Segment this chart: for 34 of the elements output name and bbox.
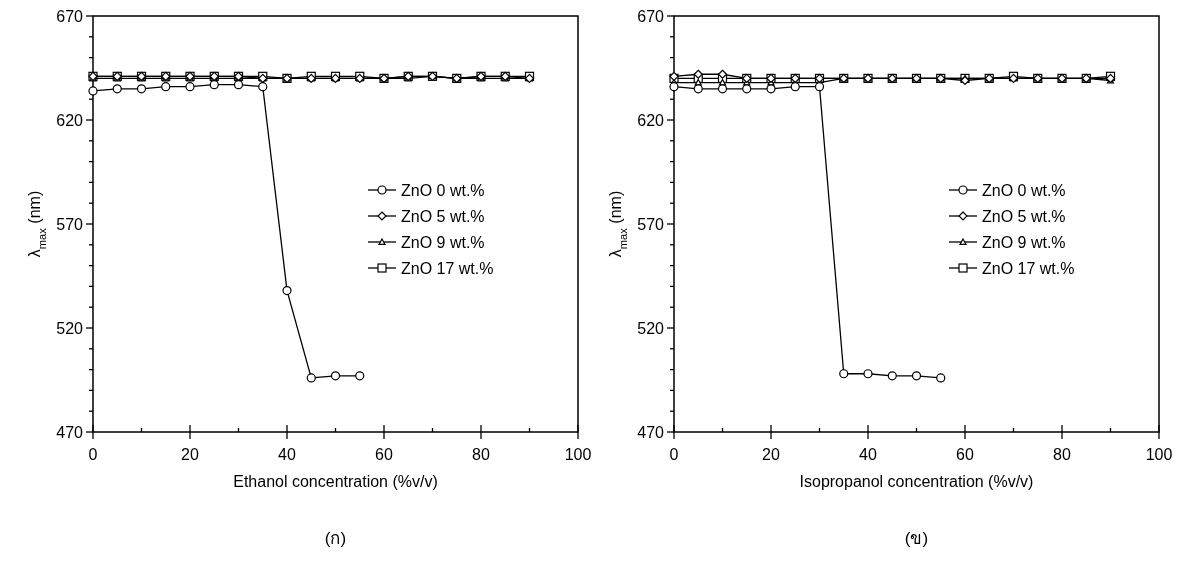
legend-label: ZnO 5 wt.% — [982, 207, 1066, 225]
x-tick-label: 20 — [762, 446, 780, 463]
x-tick-label: 40 — [278, 446, 296, 463]
x-tick-label: 0 — [669, 446, 679, 463]
legend-label: ZnO 5 wt.% — [401, 207, 485, 225]
legend-label: ZnO 17 wt.% — [982, 259, 1075, 277]
y-tick-label: 570 — [637, 215, 665, 233]
y-tick-label: 620 — [56, 111, 84, 129]
y-tick-label: 670 — [637, 7, 665, 25]
x-tick-label: 60 — [956, 446, 974, 463]
x-tick-label: 100 — [1145, 446, 1173, 463]
legend-label: ZnO 0 wt.% — [401, 181, 485, 199]
y-tick-label: 570 — [56, 215, 84, 233]
x-axis-title: Ethanol concentration (%v/v) — [233, 473, 438, 490]
y-tick-label: 520 — [56, 319, 84, 337]
x-axis-title: Isopropanol concentration (%v/v) — [799, 473, 1034, 490]
x-tick-label: 80 — [472, 446, 490, 463]
legend-label: ZnO 9 wt.% — [401, 233, 485, 251]
x-tick-label: 60 — [375, 446, 393, 463]
y-tick-label: 520 — [637, 319, 665, 337]
x-tick-label: 0 — [88, 446, 98, 463]
text: (ข) — [904, 529, 929, 548]
y-tick-label: 470 — [56, 423, 84, 441]
legend-label: ZnO 9 wt.% — [982, 233, 1066, 251]
legend-label: ZnO 17 wt.% — [401, 259, 494, 277]
y-tick-label: 620 — [637, 111, 665, 129]
x-tick-label: 40 — [859, 446, 877, 463]
y-tick-label: 670 — [56, 7, 84, 25]
legend-label: ZnO 0 wt.% — [982, 181, 1066, 199]
y-tick-label: 470 — [637, 423, 665, 441]
text: (ก) — [324, 529, 347, 548]
x-tick-label: 80 — [1053, 446, 1071, 463]
x-tick-label: 100 — [564, 446, 592, 463]
x-tick-label: 20 — [181, 446, 199, 463]
